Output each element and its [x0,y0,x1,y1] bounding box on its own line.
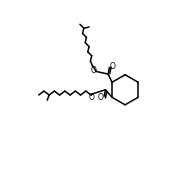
Text: O: O [97,93,103,102]
Text: O: O [89,93,94,102]
Text: O: O [91,66,97,75]
Text: O: O [110,62,116,71]
